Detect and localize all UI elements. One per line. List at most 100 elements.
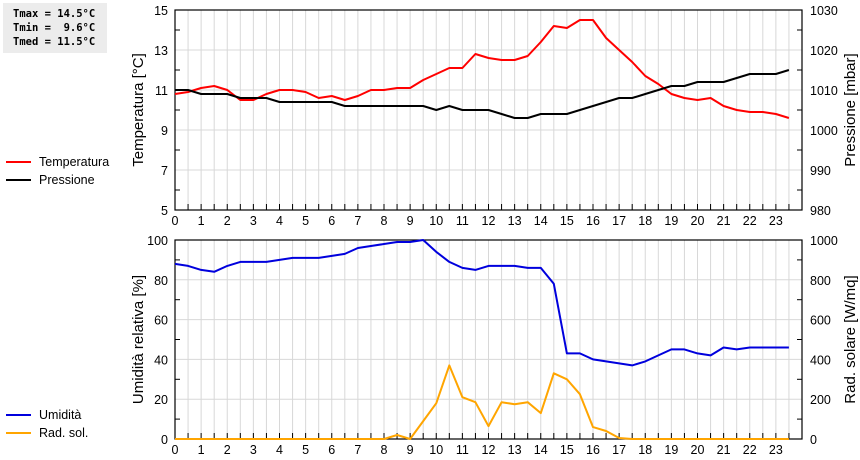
legend-label: Rad. sol.	[39, 426, 89, 440]
x-tick-label: 23	[769, 214, 783, 228]
x-tick-label: 13	[508, 443, 522, 457]
x-tick-label: 8	[381, 443, 388, 457]
y-tick-label-left: 7	[161, 164, 168, 178]
x-tick-label: 6	[328, 214, 335, 228]
x-tick-label: 7	[354, 443, 361, 457]
y-axis-title-left: Temperatura [°C]	[130, 53, 147, 167]
x-tick-label: 4	[276, 443, 283, 457]
umidita-swatch	[6, 414, 31, 416]
y-tick-label-right: 0	[810, 433, 817, 447]
y-axis-title-right: Rad. solare [W/mq]	[842, 275, 859, 403]
y-tick-label-right: 1010	[810, 84, 838, 98]
y-tick-label-right: 200	[810, 393, 831, 407]
tmax-stat: Tmax = 14.5°C	[13, 8, 96, 20]
series-line-temperatura	[174, 19, 790, 119]
y-tick-label-right: 1000	[810, 124, 838, 138]
legend-item-temperatura: Temperatura	[6, 153, 109, 171]
y-tick-label-left: 80	[154, 274, 168, 288]
y-tick-label-left: 15	[154, 4, 168, 18]
x-tick-label: 17	[612, 214, 626, 228]
x-tick-label: 23	[769, 443, 783, 457]
x-tick-label: 5	[302, 214, 309, 228]
radsol-swatch	[6, 432, 31, 434]
x-tick-label: 1	[198, 443, 205, 457]
x-tick-label: 1	[198, 214, 205, 228]
x-tick-label: 19	[664, 214, 678, 228]
legend-bottom: Umidità Rad. sol.	[6, 406, 88, 442]
x-tick-label: 4	[276, 214, 283, 228]
legend-label: Pressione	[39, 173, 95, 187]
y-tick-label-left: 9	[161, 124, 168, 138]
x-tick-label: 15	[560, 443, 574, 457]
x-tick-label: 20	[691, 443, 705, 457]
y-tick-label-left: 13	[154, 44, 168, 58]
series-line-rad-sol-	[175, 364, 789, 440]
tmin-stat: Tmin = 9.6°C	[13, 22, 96, 34]
x-tick-label: 0	[172, 214, 179, 228]
y-tick-label-right: 400	[810, 353, 831, 367]
x-tick-label: 14	[534, 214, 548, 228]
temperatura-swatch	[6, 161, 31, 163]
y-tick-label-left: 11	[155, 84, 168, 98]
x-tick-label: 10	[429, 214, 443, 228]
legend-top: Temperatura Pressione	[6, 153, 109, 189]
y-tick-label-left: 40	[154, 353, 168, 367]
x-tick-label: 21	[717, 443, 731, 457]
x-tick-label: 16	[586, 443, 600, 457]
x-tick-label: 2	[224, 214, 231, 228]
x-tick-label: 3	[250, 443, 257, 457]
pressione-swatch	[6, 179, 31, 181]
x-tick-label: 6	[328, 443, 335, 457]
x-tick-label: 7	[354, 214, 361, 228]
x-tick-label: 3	[250, 214, 257, 228]
x-tick-label: 14	[534, 443, 548, 457]
y-tick-label-left: 60	[154, 314, 168, 328]
x-tick-label: 11	[456, 443, 469, 457]
y-tick-label-left: 0	[161, 433, 168, 447]
x-tick-label: 22	[743, 214, 757, 228]
x-tick-label: 22	[743, 443, 757, 457]
x-tick-label: 20	[691, 214, 705, 228]
y-tick-label-right: 800	[810, 274, 831, 288]
x-tick-label: 21	[717, 214, 731, 228]
y-tick-label-right: 980	[810, 204, 831, 218]
x-tick-label: 9	[407, 443, 414, 457]
series-line-umidit-	[174, 239, 789, 367]
x-tick-label: 12	[482, 443, 496, 457]
temperature-pressure-chart: 0 1 2 3 4 5 6 7 8 9 10 11 12 13 14 15 16 17 18 19 20 21 22 235 9…	[130, 4, 859, 228]
stats-box: Tmax = 14.5°C Tmin = 9.6°C Tmed = 11.5°C	[3, 3, 107, 53]
legend-item-pressione: Pressione	[6, 171, 109, 189]
x-tick-label: 19	[664, 443, 678, 457]
x-tick-label: 16	[586, 214, 600, 228]
x-tick-label: 12	[482, 214, 496, 228]
x-tick-label: 15	[560, 214, 574, 228]
x-tick-label: 9	[407, 214, 414, 228]
tmed-stat: Tmed = 11.5°C	[13, 36, 96, 48]
y-tick-label-right: 1030	[810, 4, 838, 18]
y-axis-title-left: Umidità relativa [%]	[130, 275, 147, 404]
x-tick-label: 13	[508, 214, 522, 228]
x-tick-label: 5	[302, 443, 309, 457]
x-tick-label: 0	[172, 443, 179, 457]
y-tick-label-right: 600	[810, 314, 831, 328]
y-tick-label-right: 1020	[810, 44, 838, 58]
y-tick-label-left: 20	[154, 393, 168, 407]
x-tick-label: 8	[381, 214, 388, 228]
x-tick-label: 17	[612, 443, 626, 457]
y-tick-label-right: 990	[810, 164, 831, 178]
y-tick-label-right: 1000	[810, 234, 838, 248]
series-line-pressione	[175, 69, 790, 119]
x-tick-label: 10	[429, 443, 443, 457]
legend-label: Umidità	[39, 408, 82, 422]
humidity-radiation-chart: 0 1 2 3 4 5 6 7 8 9 10 11 12 13 14 15 16 17 18 19 20 21 22 230 0…	[130, 234, 859, 457]
x-tick-label: 18	[638, 443, 652, 457]
y-tick-label-left: 100	[147, 234, 168, 248]
y-axis-title-right: Pressione [mbar]	[842, 53, 859, 166]
x-tick-label: 18	[638, 214, 652, 228]
legend-item-radsol: Rad. sol.	[6, 424, 88, 442]
legend-item-umidita: Umidità	[6, 406, 88, 424]
x-tick-label: 11	[456, 214, 469, 228]
x-tick-label: 2	[224, 443, 231, 457]
y-tick-label-left: 5	[161, 204, 168, 218]
